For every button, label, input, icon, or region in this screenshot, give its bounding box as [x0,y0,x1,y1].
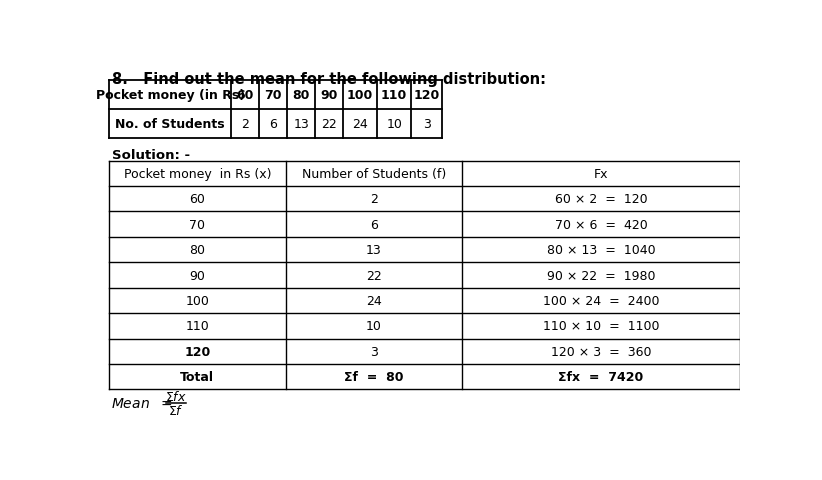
Text: No. of Students: No. of Students [115,118,225,131]
Text: 100: 100 [347,89,373,102]
Text: 120: 120 [413,89,440,102]
Text: 3: 3 [370,345,378,358]
Text: 22: 22 [321,118,337,131]
Text: 2: 2 [242,118,249,131]
Text: 13: 13 [293,118,309,131]
Text: 22: 22 [366,269,382,282]
Text: Σf  =  80: Σf = 80 [344,371,404,384]
Text: 70: 70 [189,218,206,231]
Text: 80: 80 [189,243,206,257]
Text: 90: 90 [189,269,206,282]
Text: 100: 100 [186,294,210,307]
Text: 80: 80 [293,89,310,102]
Text: Total: Total [180,371,215,384]
Text: 10: 10 [386,118,402,131]
Text: Solution: -: Solution: - [112,148,190,161]
Text: $\mathit{\Sigma fx}$: $\mathit{\Sigma fx}$ [165,389,187,404]
Text: 60 × 2  =  120: 60 × 2 = 120 [555,193,648,206]
Text: Pocket money  in Rs (x): Pocket money in Rs (x) [123,168,271,180]
Text: 13: 13 [366,243,382,257]
Text: 70 × 6  =  420: 70 × 6 = 420 [555,218,648,231]
Text: 6: 6 [270,118,277,131]
Text: 6: 6 [370,218,378,231]
Text: 3: 3 [423,118,431,131]
Text: 24: 24 [352,118,368,131]
Text: 2: 2 [370,193,378,206]
Text: $\mathit{\Sigma f}$: $\mathit{\Sigma f}$ [169,403,184,417]
Text: 90: 90 [321,89,338,102]
Text: Fx: Fx [593,168,608,180]
Text: Pocket money (in Rs): Pocket money (in Rs) [95,89,245,102]
Text: 24: 24 [366,294,382,307]
Text: Number of Students (f): Number of Students (f) [302,168,446,180]
Text: 70: 70 [265,89,282,102]
Text: 60: 60 [189,193,206,206]
Text: 80 × 13  =  1040: 80 × 13 = 1040 [547,243,655,257]
Text: 110 × 10  =  1100: 110 × 10 = 1100 [543,320,659,333]
Text: 60: 60 [237,89,254,102]
Text: 110: 110 [186,320,209,333]
Text: Σfx  =  7420: Σfx = 7420 [558,371,644,384]
Text: 8.   Find out the mean for the following distribution:: 8. Find out the mean for the following d… [112,72,546,86]
Text: 100 × 24  =  2400: 100 × 24 = 2400 [543,294,659,307]
Text: 120 × 3  =  360: 120 × 3 = 360 [551,345,651,358]
Text: 10: 10 [366,320,382,333]
Text: 110: 110 [381,89,407,102]
Text: 90 × 22  =  1980: 90 × 22 = 1980 [547,269,655,282]
Text: 120: 120 [184,345,210,358]
Text: $\mathit{Mean}\ \ =$: $\mathit{Mean}\ \ =$ [110,396,172,410]
